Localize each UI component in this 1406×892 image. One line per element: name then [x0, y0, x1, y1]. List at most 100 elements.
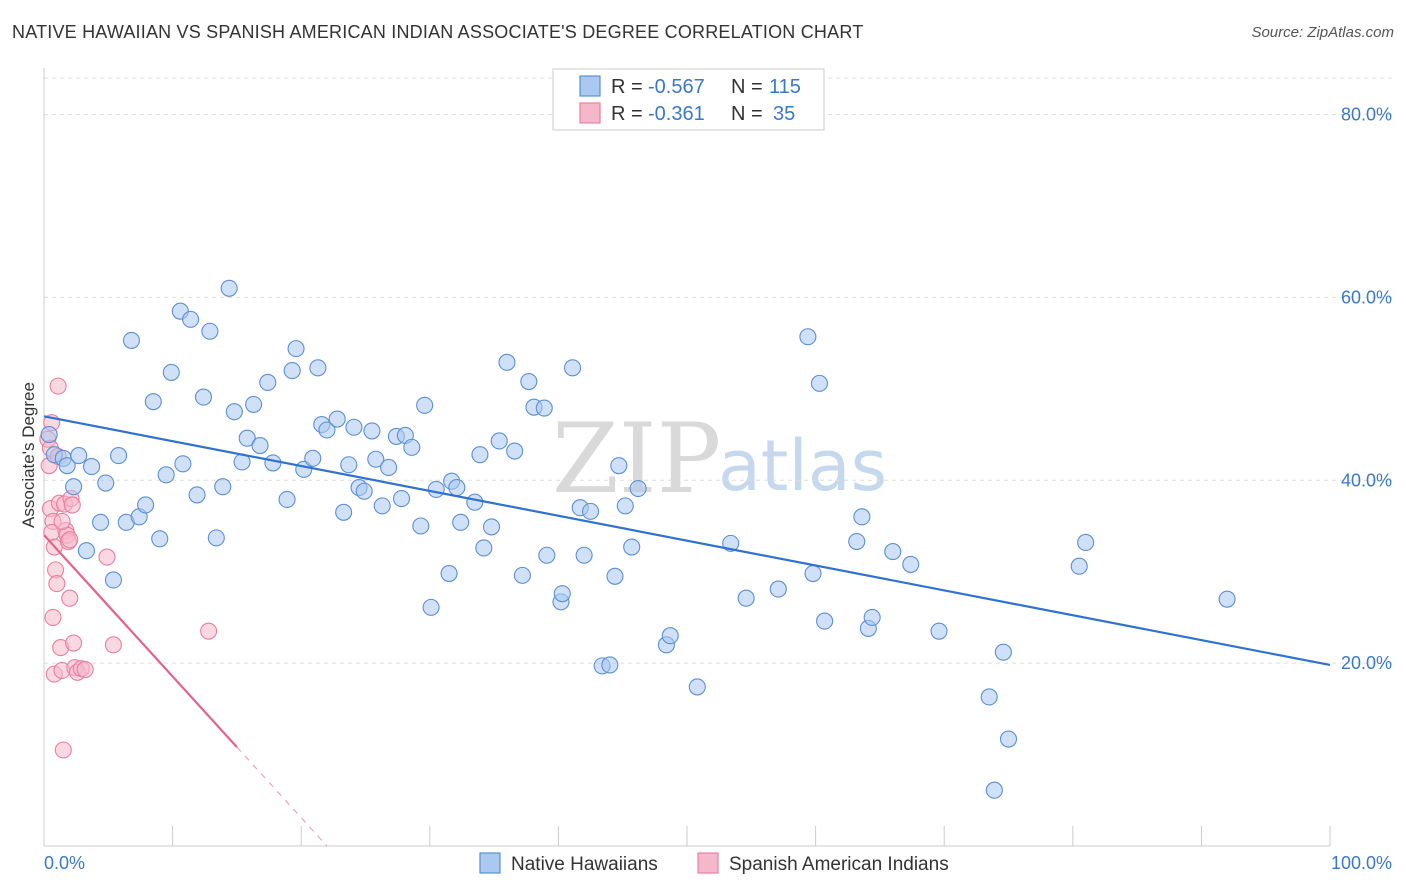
point-pink-10 — [44, 608, 62, 626]
point-pink-21 — [61, 589, 79, 607]
legend-swatch-pink — [579, 102, 601, 124]
legend-n-label-2: N = — [731, 103, 763, 125]
point-blue-33 — [259, 373, 277, 392]
point-blue-37 — [287, 340, 305, 358]
point-blue-3 — [65, 478, 83, 496]
point-pink-33 — [61, 531, 79, 549]
point-pink-23 — [63, 496, 81, 514]
point-blue-57 — [412, 517, 430, 535]
point-blue-59 — [422, 598, 440, 616]
point-blue-49 — [363, 422, 381, 440]
bottom-legend-label-spanish-american-indians: Spanish American Indians — [729, 854, 949, 875]
point-blue-81 — [575, 546, 593, 564]
legend-n-label-1: N = — [731, 76, 763, 98]
gridlines — [44, 77, 1392, 664]
point-blue-48 — [355, 482, 373, 500]
bottom-legend-swatch-pink — [697, 852, 719, 874]
point-blue-113 — [1218, 590, 1236, 608]
point-blue-35 — [278, 490, 296, 509]
point-pink-29 — [98, 548, 116, 566]
point-blue-109 — [994, 643, 1012, 661]
point-blue-76 — [538, 546, 556, 564]
point-blue-12 — [122, 331, 140, 349]
point-blue-105 — [902, 555, 920, 573]
point-blue-36 — [283, 362, 301, 380]
point-blue-52 — [380, 458, 398, 477]
point-pink-12 — [49, 377, 67, 395]
point-pink-16 — [54, 741, 72, 759]
series-spanish-american-indians — [39, 377, 218, 759]
point-blue-39 — [304, 449, 322, 467]
point-blue-95 — [769, 580, 787, 598]
point-blue-4 — [70, 447, 88, 465]
point-blue-91 — [661, 627, 679, 645]
point-blue-43 — [328, 410, 346, 428]
y-tick-label-60: 60.0% — [1341, 287, 1392, 307]
legend-swatch-blue — [579, 75, 601, 97]
point-blue-108 — [985, 781, 1003, 799]
point-blue-82 — [581, 502, 600, 520]
point-blue-84 — [601, 656, 619, 674]
point-blue-32 — [251, 436, 269, 455]
point-blue-25 — [207, 529, 225, 547]
point-blue-110 — [999, 730, 1018, 748]
point-blue-5 — [77, 542, 95, 560]
watermark-atlas: atlas — [718, 425, 887, 507]
stats-legend: R = -0.567 N = 115 R = -0.361 N = 35 — [552, 68, 825, 131]
point-blue-30 — [238, 429, 256, 447]
point-blue-67 — [475, 539, 493, 557]
point-blue-63 — [448, 479, 466, 497]
point-pink-30 — [104, 636, 122, 654]
point-blue-21 — [182, 310, 200, 328]
point-blue-40 — [309, 359, 327, 377]
point-blue-88 — [623, 538, 641, 556]
point-blue-112 — [1077, 533, 1095, 552]
point-blue-100 — [848, 532, 866, 551]
point-blue-54 — [392, 490, 411, 508]
point-blue-107 — [980, 688, 998, 706]
point-blue-56 — [403, 438, 421, 456]
point-blue-97 — [804, 564, 822, 583]
point-blue-103 — [863, 608, 881, 626]
x-tick-label-max: 100.0% — [1331, 853, 1392, 873]
point-blue-86 — [610, 457, 628, 475]
legend-n-value-2: 35 — [773, 103, 795, 125]
point-blue-64 — [452, 513, 470, 531]
y-tick-label-40: 40.0% — [1341, 470, 1392, 490]
point-blue-69 — [490, 432, 508, 450]
point-blue-65 — [466, 493, 484, 511]
point-pink-24 — [65, 634, 83, 652]
point-pink-32 — [53, 512, 71, 530]
point-blue-87 — [616, 497, 634, 515]
bottom-legend-label-native-hawaiians: Native Hawaiians — [511, 854, 658, 875]
legend-r-value-2: -0.361 — [648, 103, 705, 125]
point-blue-50 — [367, 450, 385, 468]
point-blue-2 — [58, 457, 76, 475]
point-blue-42 — [318, 421, 336, 439]
point-blue-9 — [104, 571, 122, 589]
trend-lines — [43, 415, 1331, 847]
point-blue-6 — [83, 458, 101, 476]
point-blue-16 — [151, 530, 169, 548]
series-legend: Native Hawaiians Spanish American Indian… — [479, 852, 949, 875]
legend-r-value-1: -0.567 — [648, 76, 705, 98]
point-blue-98 — [810, 374, 829, 392]
legend-r-label-1: R = — [611, 76, 643, 98]
point-blue-68 — [482, 518, 501, 536]
point-blue-61 — [440, 564, 458, 583]
point-blue-78 — [553, 585, 571, 603]
legend-n-value-1: 115 — [769, 76, 801, 98]
point-blue-17 — [157, 466, 175, 484]
point-blue-71 — [506, 442, 524, 460]
point-blue-101 — [853, 508, 871, 526]
point-blue-75 — [535, 399, 553, 417]
trend-line-blue — [43, 415, 1331, 667]
series-native-hawaiians — [40, 279, 1236, 799]
point-blue-94 — [737, 589, 755, 607]
point-blue-51 — [373, 497, 391, 515]
source-credit: Source: ZipAtlas.com — [1251, 24, 1394, 41]
point-blue-10 — [110, 447, 128, 465]
point-blue-7 — [92, 513, 110, 531]
trend-line-pink-extension — [236, 746, 328, 847]
